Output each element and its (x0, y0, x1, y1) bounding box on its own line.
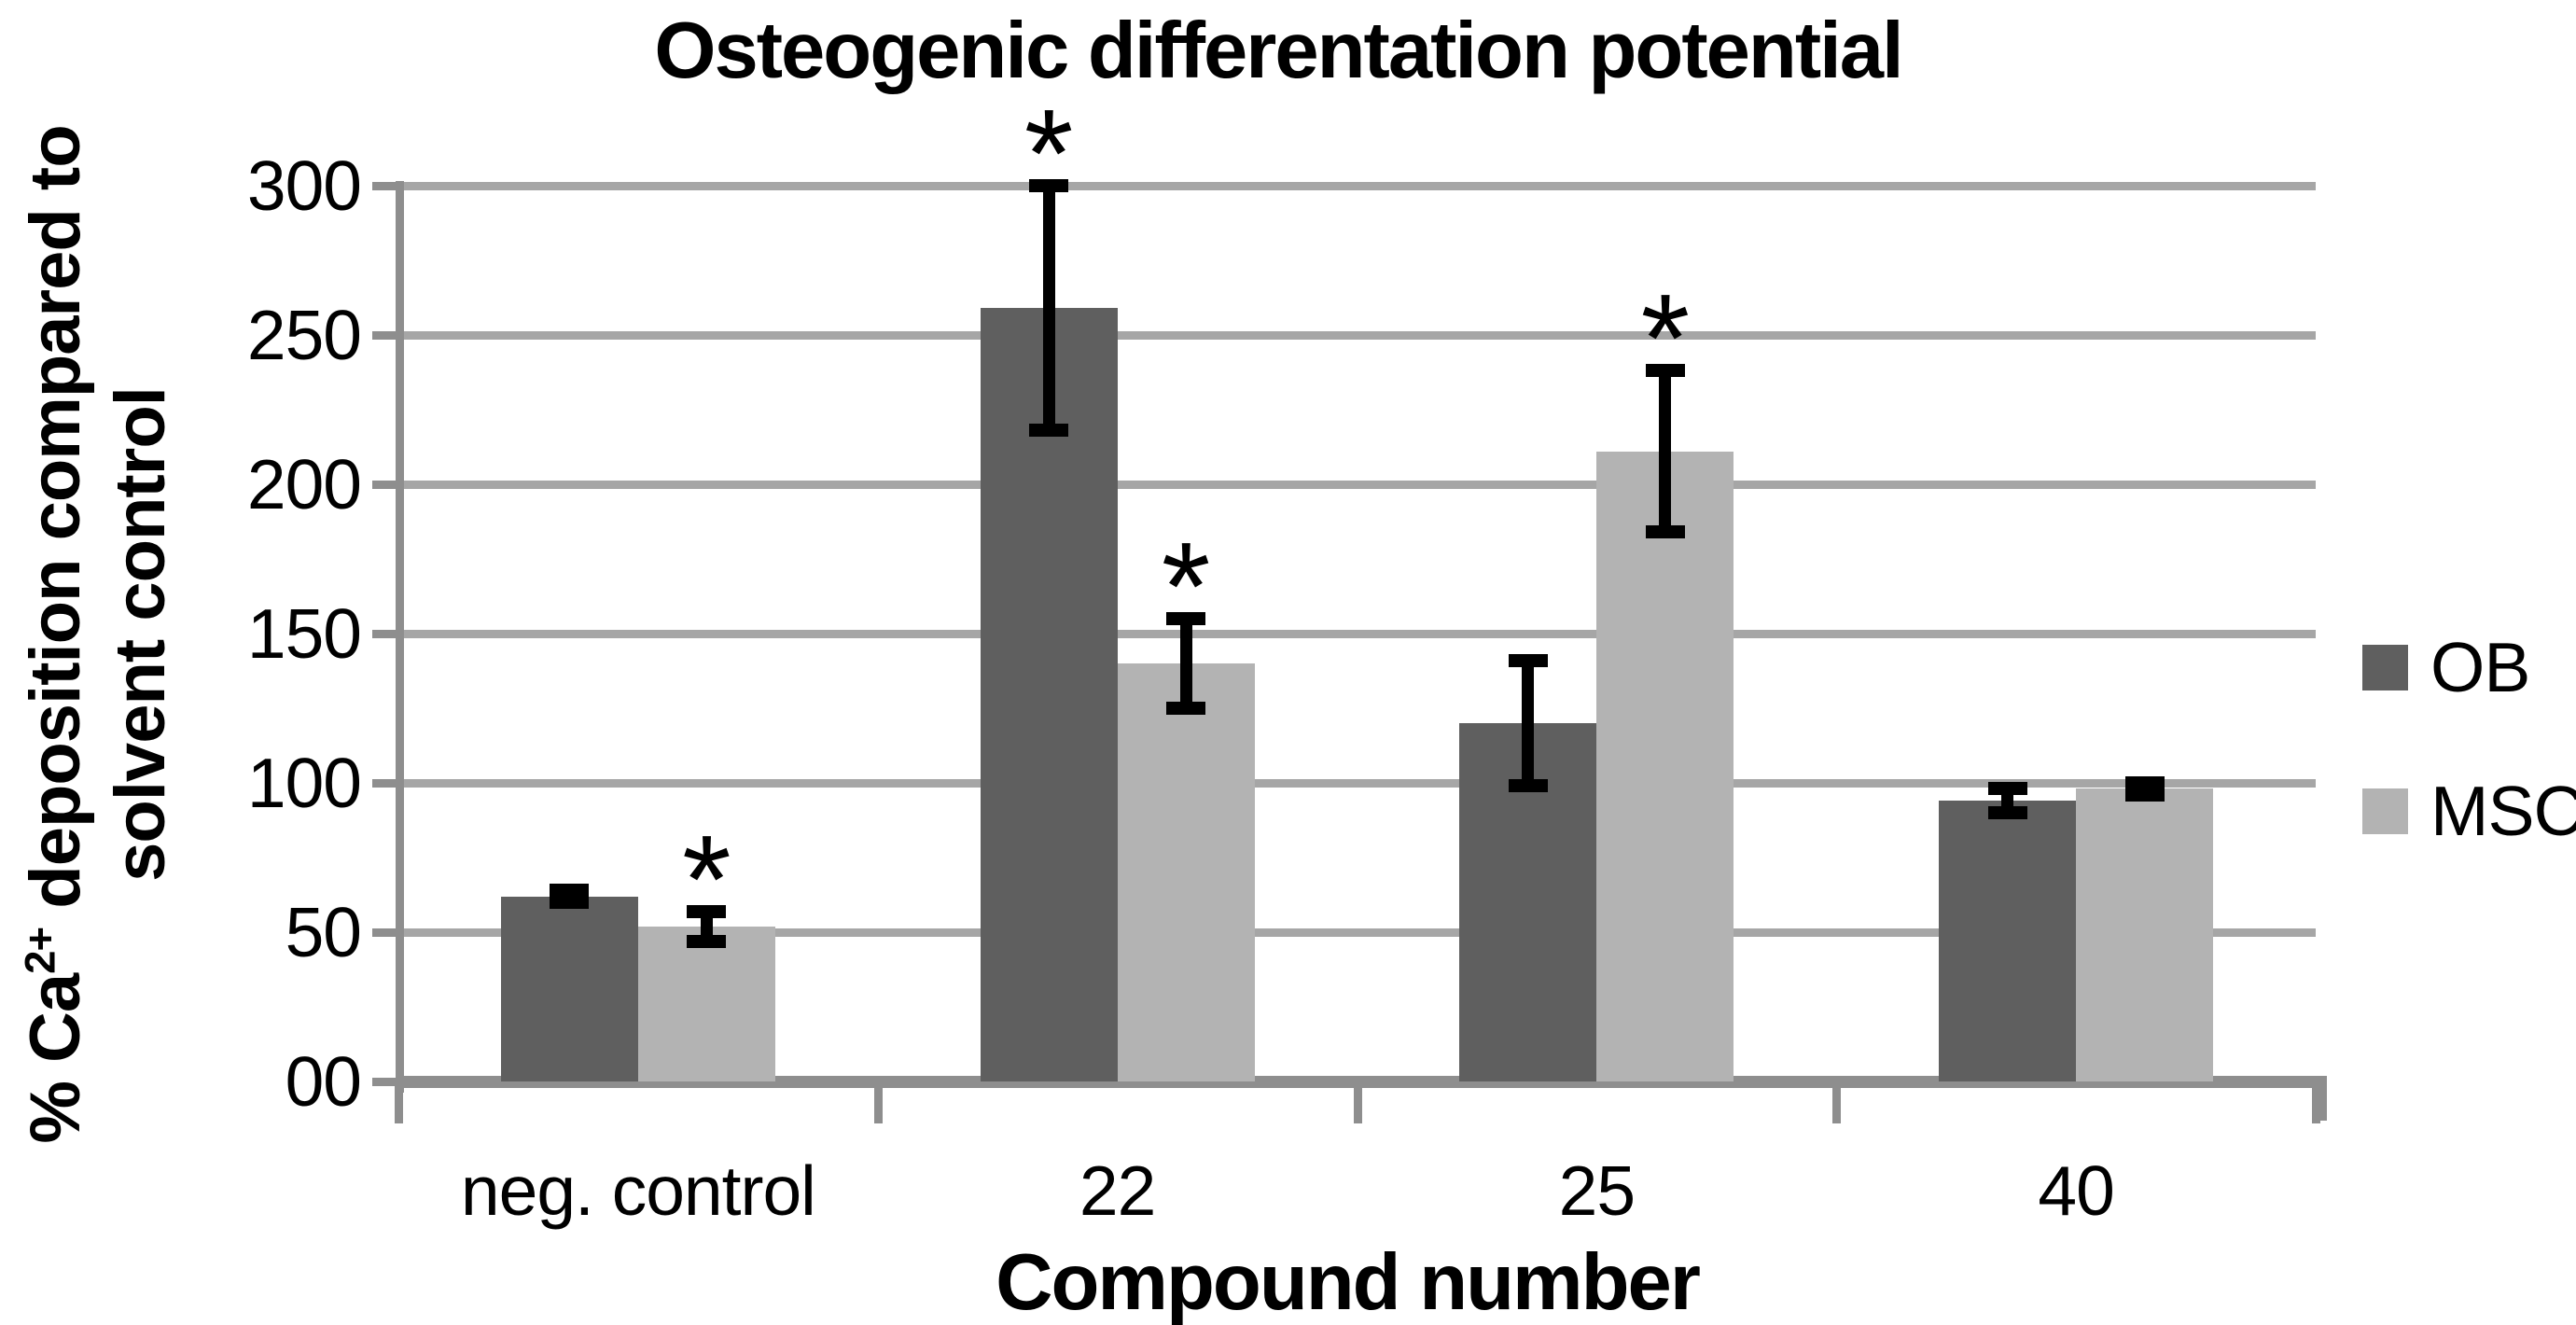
y-axis-tick-50 (372, 928, 398, 937)
bar-msc-neg-control (637, 926, 775, 1081)
legend-swatch-msc (2362, 788, 2408, 834)
error-cap-top-ob-1 (1029, 179, 1069, 192)
gridline-200 (398, 481, 2316, 489)
y-tick-label-100: 100 (246, 744, 362, 822)
y-tick-label-200: 200 (246, 445, 362, 523)
error-bar-msc-0 (700, 911, 713, 941)
gridline-50 (398, 928, 2316, 937)
gridline-150 (398, 630, 2316, 638)
y-axis-tick-250 (372, 331, 398, 340)
x-category-label-40: 40 (2038, 1151, 2114, 1230)
error-bar-ob-1 (1042, 186, 1055, 431)
y-tick-label-250: 250 (246, 296, 362, 374)
x-axis-tick-0 (395, 1086, 403, 1123)
y-tick-label-300: 300 (246, 146, 362, 225)
y-axis-tick-300 (372, 182, 398, 190)
y-axis-tick-150 (372, 630, 398, 638)
x-axis-title: Compound number (996, 1238, 1701, 1325)
error-cap-bottom-msc-1 (1166, 702, 1206, 715)
x-category-label-25: 25 (1558, 1151, 1636, 1230)
y-axis-line (396, 181, 404, 1093)
error-cap-top-msc-0 (687, 904, 727, 918)
bar-ob-neg-control (500, 896, 638, 1081)
legend-label-msc: MSC (2430, 772, 2576, 850)
x-axis-tick-2 (1353, 1086, 1362, 1123)
x-axis-end-cap (2318, 1076, 2327, 1121)
significance-asterisk-msc-1: * (1161, 516, 1211, 657)
error-cap-top-msc-2 (1645, 364, 1685, 378)
error-cap-bottom-ob-1 (1029, 424, 1069, 438)
gridline-100 (398, 779, 2316, 788)
x-axis-tick-3 (1832, 1086, 1842, 1123)
bar-msc-22 (1117, 663, 1255, 1081)
x-axis-line (396, 1076, 2327, 1088)
y-tick-label-0: 00 (285, 1042, 362, 1121)
legend-swatch-ob (2362, 645, 2408, 690)
error-cap-bottom-ob-2 (1508, 779, 1548, 793)
chart-title: Osteogenic differentation potential (654, 7, 1903, 95)
x-category-label-22: 22 (1079, 1151, 1156, 1230)
error-bar-ob-2 (1522, 660, 1535, 787)
x-axis-tick-4 (2312, 1086, 2320, 1123)
error-cap-bottom-ob-0 (550, 896, 590, 909)
gridline-250 (398, 331, 2316, 340)
y-axis-tick-100 (372, 779, 398, 788)
x-axis-tick-1 (873, 1086, 883, 1123)
error-bar-msc-1 (1179, 619, 1192, 708)
y-axis-title-line1: % Ca2+ deposition compared to (15, 125, 95, 1144)
error-cap-bottom-ob-3 (1987, 806, 2027, 819)
error-bar-msc-2 (1659, 370, 1672, 533)
error-cap-bottom-msc-0 (687, 934, 727, 948)
significance-asterisk-ob-1: * (1023, 83, 1074, 224)
gridline-300 (398, 182, 2316, 190)
y-tick-label-150: 150 (246, 594, 362, 673)
error-cap-top-ob-2 (1508, 653, 1548, 667)
error-cap-top-ob-3 (1987, 782, 2027, 796)
superscript-2plus: 2+ (16, 927, 64, 974)
y-axis-tick-200 (372, 481, 398, 489)
bar-msc-40 (2076, 788, 2214, 1081)
legend-item-msc: MSC (2362, 776, 2576, 846)
legend-item-ob: OB (2362, 628, 2530, 706)
error-cap-bottom-msc-3 (2124, 788, 2165, 802)
y-tick-label-50: 50 (285, 893, 362, 971)
error-cap-top-msc-3 (2124, 776, 2165, 789)
significance-asterisk-msc-2: * (1640, 268, 1691, 410)
x-category-label-neg-control: neg. control (460, 1151, 816, 1230)
error-cap-top-ob-0 (550, 884, 590, 898)
legend-label-ob: OB (2430, 628, 2530, 706)
error-cap-bottom-msc-2 (1645, 525, 1685, 539)
bar-msc-25 (1596, 451, 1734, 1081)
bar-ob-40 (1939, 801, 2077, 1081)
significance-asterisk-msc-0: * (682, 808, 731, 950)
y-axis-tick-0 (372, 1078, 398, 1086)
error-cap-top-msc-1 (1166, 612, 1206, 625)
